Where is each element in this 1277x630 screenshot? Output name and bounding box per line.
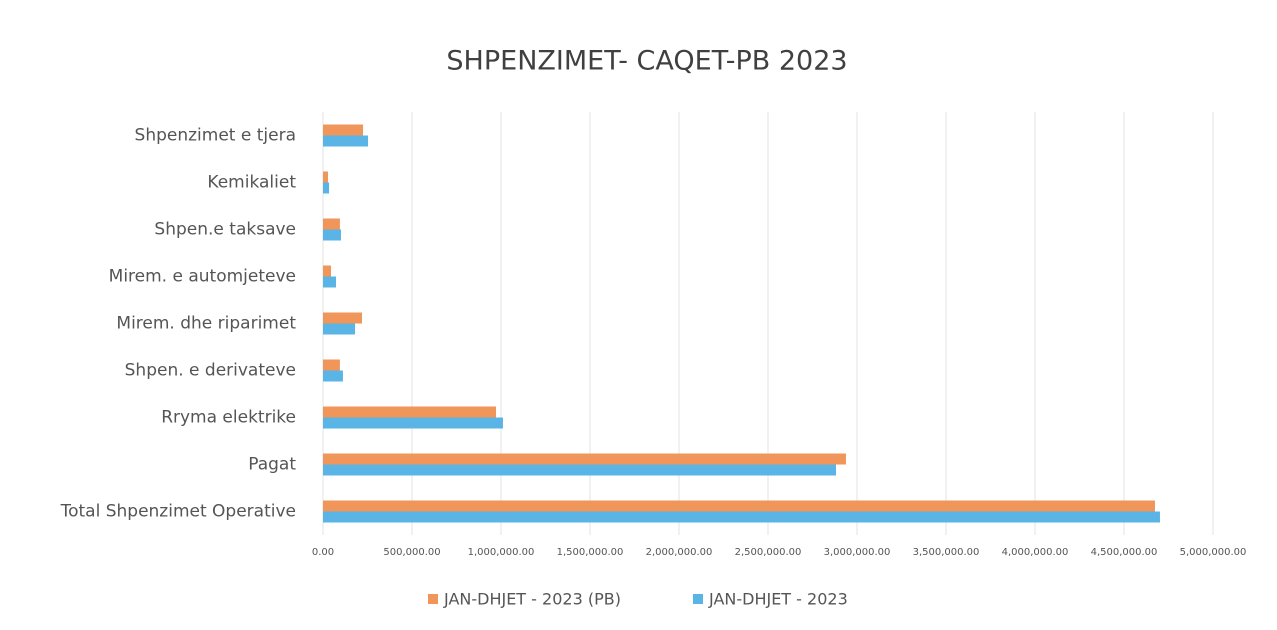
bar [323,323,356,335]
x-tick-label: 4,500,000.00 [1091,547,1158,558]
y-tick-label: Pagat [248,455,296,475]
x-tick-label: 3,000,000.00 [824,547,891,558]
legend-swatch [428,594,438,604]
bar [323,229,341,241]
legend-label: JAN-DHJET - 2023 [708,590,848,609]
bar [323,182,330,194]
y-tick-label: Shpen.e taksave [154,220,296,240]
y-tick-label: Rryma elektrike [161,408,296,428]
y-tick-label: Kemikaliet [207,173,296,193]
bar [323,135,369,147]
bar [323,218,340,230]
x-tick-label: 3,500,000.00 [913,547,980,558]
bar [323,359,340,371]
y-tick-label: Shpenzimet e tjera [135,126,296,146]
bar [323,417,503,429]
y-tick-label: Mirem. e automjeteve [109,267,296,287]
legend-swatch [693,594,703,604]
bar [323,124,364,136]
x-tick-label: 4,000,000.00 [1002,547,1069,558]
bar [323,511,1160,523]
bar [323,500,1155,512]
y-tick-label: Mirem. dhe riparimet [116,314,296,334]
bar [323,464,836,476]
bar [323,265,332,277]
x-tick-label: 2,000,000.00 [646,547,713,558]
x-tick-label: 0.00 [312,547,334,558]
bar [323,406,497,418]
legend-label: JAN-DHJET - 2023 (PB) [443,590,621,609]
bar [323,276,336,288]
x-tick-label: 1,500,000.00 [557,547,624,558]
y-tick-label: Shpen. e derivateve [125,361,296,381]
x-tick-label: 5,000,000.00 [1180,547,1247,558]
x-tick-label: 2,500,000.00 [735,547,802,558]
x-tick-label: 500,000.00 [383,547,440,558]
y-tick-label: Total Shpenzimet Operative [60,502,296,522]
x-tick-label: 1,000,000.00 [468,547,535,558]
bar [323,171,328,183]
bar [323,312,362,324]
bar [323,370,343,382]
bar [323,453,846,465]
chart-title: SHPENZIMET- CAQET-PB 2023 [446,46,847,77]
